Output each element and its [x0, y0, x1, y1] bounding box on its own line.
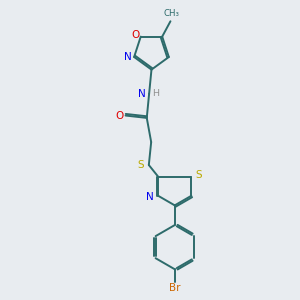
Text: N: N — [124, 52, 131, 62]
Text: N: N — [138, 89, 146, 99]
Text: CH₃: CH₃ — [163, 8, 179, 17]
Text: S: S — [196, 170, 202, 180]
Text: S: S — [137, 160, 144, 170]
Text: O: O — [115, 110, 123, 121]
Text: O: O — [131, 30, 140, 40]
Text: H: H — [152, 89, 159, 98]
Text: Br: Br — [169, 284, 181, 293]
Text: N: N — [146, 192, 154, 202]
